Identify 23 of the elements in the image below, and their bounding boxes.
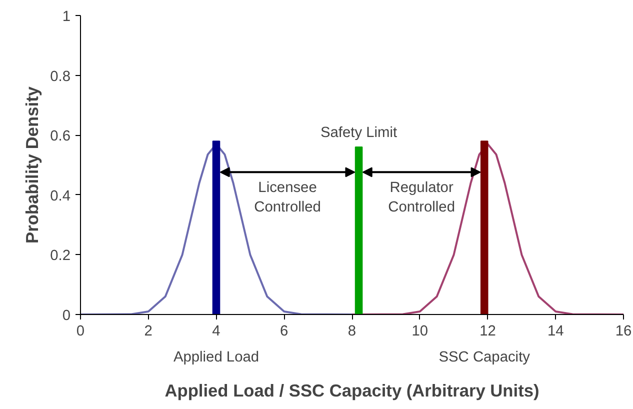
y-tick-label: 0.8 — [50, 68, 70, 85]
x-tick-label: 4 — [212, 324, 220, 340]
x-tick-label: 2 — [144, 324, 152, 340]
y-tick-label: 0.6 — [50, 128, 70, 145]
line-series — [351, 143, 624, 314]
text: Applied Load — [173, 350, 260, 366]
y-tick-label: 0 — [62, 308, 71, 324]
x-tick-label: 10 — [412, 324, 428, 340]
x-tick-label: 0 — [76, 324, 85, 340]
y-tick-label: 0.2 — [50, 248, 70, 264]
y-tick-label: 0.4 — [50, 188, 70, 204]
x-tick-label: 6 — [280, 324, 288, 340]
x-tick-label: 8 — [348, 324, 356, 340]
annotation: Licensee Controlled — [254, 180, 321, 216]
y-tick-label: 1 — [62, 9, 71, 25]
annotation: Regulator Controlled — [388, 180, 455, 216]
x-tick-label: 14 — [547, 324, 564, 340]
x-axis-title: Applied Load / SSC Capacity (Arbitrary Units) — [164, 380, 540, 400]
text: SSC Capacity — [438, 350, 531, 366]
y-axis-title: Probability Density — [22, 86, 42, 244]
x-tick-label: 12 — [480, 324, 496, 340]
annotation: Safety Limit — [320, 125, 398, 142]
x-tick-label: 16 — [615, 324, 632, 340]
